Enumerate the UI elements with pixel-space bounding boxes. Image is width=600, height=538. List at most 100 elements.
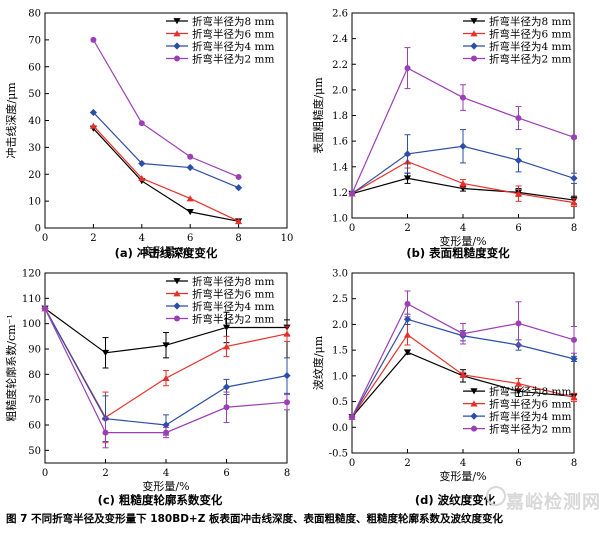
x-tick-label: 8 — [571, 458, 577, 469]
y-tick-label: -0.5 — [329, 449, 348, 460]
data-point — [514, 190, 523, 197]
legend-marker — [173, 42, 181, 50]
data-point — [89, 122, 97, 129]
x-tick-label: 4 — [163, 468, 169, 479]
panel-title-a: (a) 冲击线深度变化 — [114, 246, 218, 260]
legend-label: 折弯半径为8 mm — [489, 15, 571, 28]
series-line — [92, 128, 239, 222]
legend-label: 折弯半径为2 mm — [489, 423, 571, 436]
data-point — [459, 371, 467, 378]
panel-title-c: (c) 粗糙度轮廓系数变化 — [97, 493, 223, 507]
figure-caption: 图 7 不同折弯半径及变形量下 180BD+Z 板表面冲击线深度、表面粗糙度、粗… — [6, 513, 503, 525]
x-tick-label: 2 — [90, 233, 96, 244]
y-tick-label: 40 — [28, 116, 41, 127]
x-axis-label: 变形量/% — [142, 479, 189, 493]
y-axis-label: 粗糙度轮廓系数/cm⁻¹ — [4, 314, 18, 422]
series-b-3 — [349, 47, 577, 197]
data-point — [235, 184, 243, 192]
chart-d: 0 2 4 6 8 -0.5 0.0 0.5 1.0 1.5 2.0 2.5 3.0 变形量/% 波纹度/μ… — [311, 269, 578, 483]
legend-marker — [471, 425, 477, 432]
legend-marker — [470, 18, 478, 25]
data-point — [404, 65, 411, 72]
series-line — [92, 39, 239, 178]
legend-label: 折弯半径为2 mm — [489, 53, 571, 66]
y-tick-label: 1.6 — [332, 137, 348, 148]
legend-label: 折弯半径为6 mm — [489, 28, 571, 41]
data-point — [403, 349, 412, 356]
series-line — [44, 308, 288, 426]
y-tick-label: 120 — [22, 269, 41, 280]
y-tick-label: 1.8 — [332, 111, 348, 122]
y-tick-label: 0 — [35, 224, 41, 235]
data-point — [138, 175, 146, 182]
data-point — [101, 349, 110, 357]
data-point — [283, 372, 291, 380]
series-line — [92, 112, 239, 189]
y-tick-label: 50 — [28, 89, 41, 100]
legend-label: 折弯半径为6 mm — [192, 288, 274, 301]
data-point — [570, 355, 578, 363]
data-point — [162, 421, 170, 429]
data-point — [403, 331, 412, 338]
legend-marker — [174, 55, 180, 62]
watermark-text: 嘉峪检测网 — [506, 492, 600, 513]
chart-a: 0 2 4 6 8 10 0 10 20 30 40 50 60 70 80 变形量/% 冲击线深度/μm 折弯半… — [4, 9, 293, 259]
legend-label: 折弯半径为8 mm — [489, 385, 571, 398]
data-point — [515, 115, 522, 122]
legend-label: 折弯半径为2 mm — [192, 313, 274, 326]
legend-label: 折弯半径为4 mm — [192, 300, 274, 313]
data-point — [459, 142, 467, 150]
y-tick-label: 2.6 — [332, 9, 348, 20]
x-tick-label: 0 — [349, 223, 355, 234]
y-tick-label: 50 — [28, 446, 41, 457]
y-tick-label: 3.0 — [332, 269, 348, 280]
panel-title-d: (d) 波纹度变化 — [414, 493, 496, 507]
series-line — [92, 125, 239, 222]
x-tick-label: 6 — [187, 233, 193, 244]
y-tick-label: 2.0 — [332, 320, 348, 331]
data-point — [42, 305, 48, 312]
data-point — [235, 218, 243, 225]
data-point — [235, 173, 242, 180]
data-point — [102, 429, 109, 436]
y-tick-label: 60 — [28, 62, 41, 73]
legend-marker — [470, 400, 478, 407]
y-tick-label: 30 — [28, 143, 41, 154]
legend-marker — [173, 290, 181, 297]
data-point — [571, 336, 577, 343]
data-point — [515, 320, 522, 327]
y-tick-label: 2.4 — [332, 34, 348, 45]
legend-label: 折弯半径为6 mm — [489, 398, 571, 411]
panel-title-b: (b) 表面粗糙度变化 — [406, 246, 510, 260]
data-point — [222, 343, 231, 350]
y-tick-label: 80 — [28, 9, 41, 20]
x-tick-label: 0 — [349, 458, 355, 469]
x-tick-label: 8 — [235, 233, 241, 244]
legend-marker — [173, 30, 181, 37]
legend-label: 折弯半径为6 mm — [192, 28, 274, 41]
legend-marker — [471, 55, 477, 62]
data-point — [283, 330, 291, 337]
x-tick-label: 6 — [515, 223, 521, 234]
data-point — [460, 94, 466, 101]
y-axis-label: 表面粗糙度/μm — [311, 77, 325, 154]
data-point — [349, 190, 355, 197]
x-tick-label: 4 — [460, 458, 466, 469]
data-point — [187, 153, 194, 160]
x-tick-label: 6 — [223, 468, 229, 479]
legend-label: 折弯半径为2 mm — [192, 53, 274, 66]
data-point — [514, 380, 523, 387]
data-point — [403, 175, 412, 182]
data-point — [403, 150, 412, 158]
y-tick-label: 100 — [22, 319, 41, 330]
chart-b: 0 2 4 6 8 1.0 1.2 1.4 1.6 1.8 2.0 2.2 2.4 2.6 变形量/% 表面粗… — [311, 9, 578, 248]
series-d-3 — [349, 290, 577, 420]
y-axis-label: 冲击线深度/μm — [4, 82, 18, 159]
series-c-3 — [42, 305, 290, 449]
data-point — [514, 156, 523, 164]
